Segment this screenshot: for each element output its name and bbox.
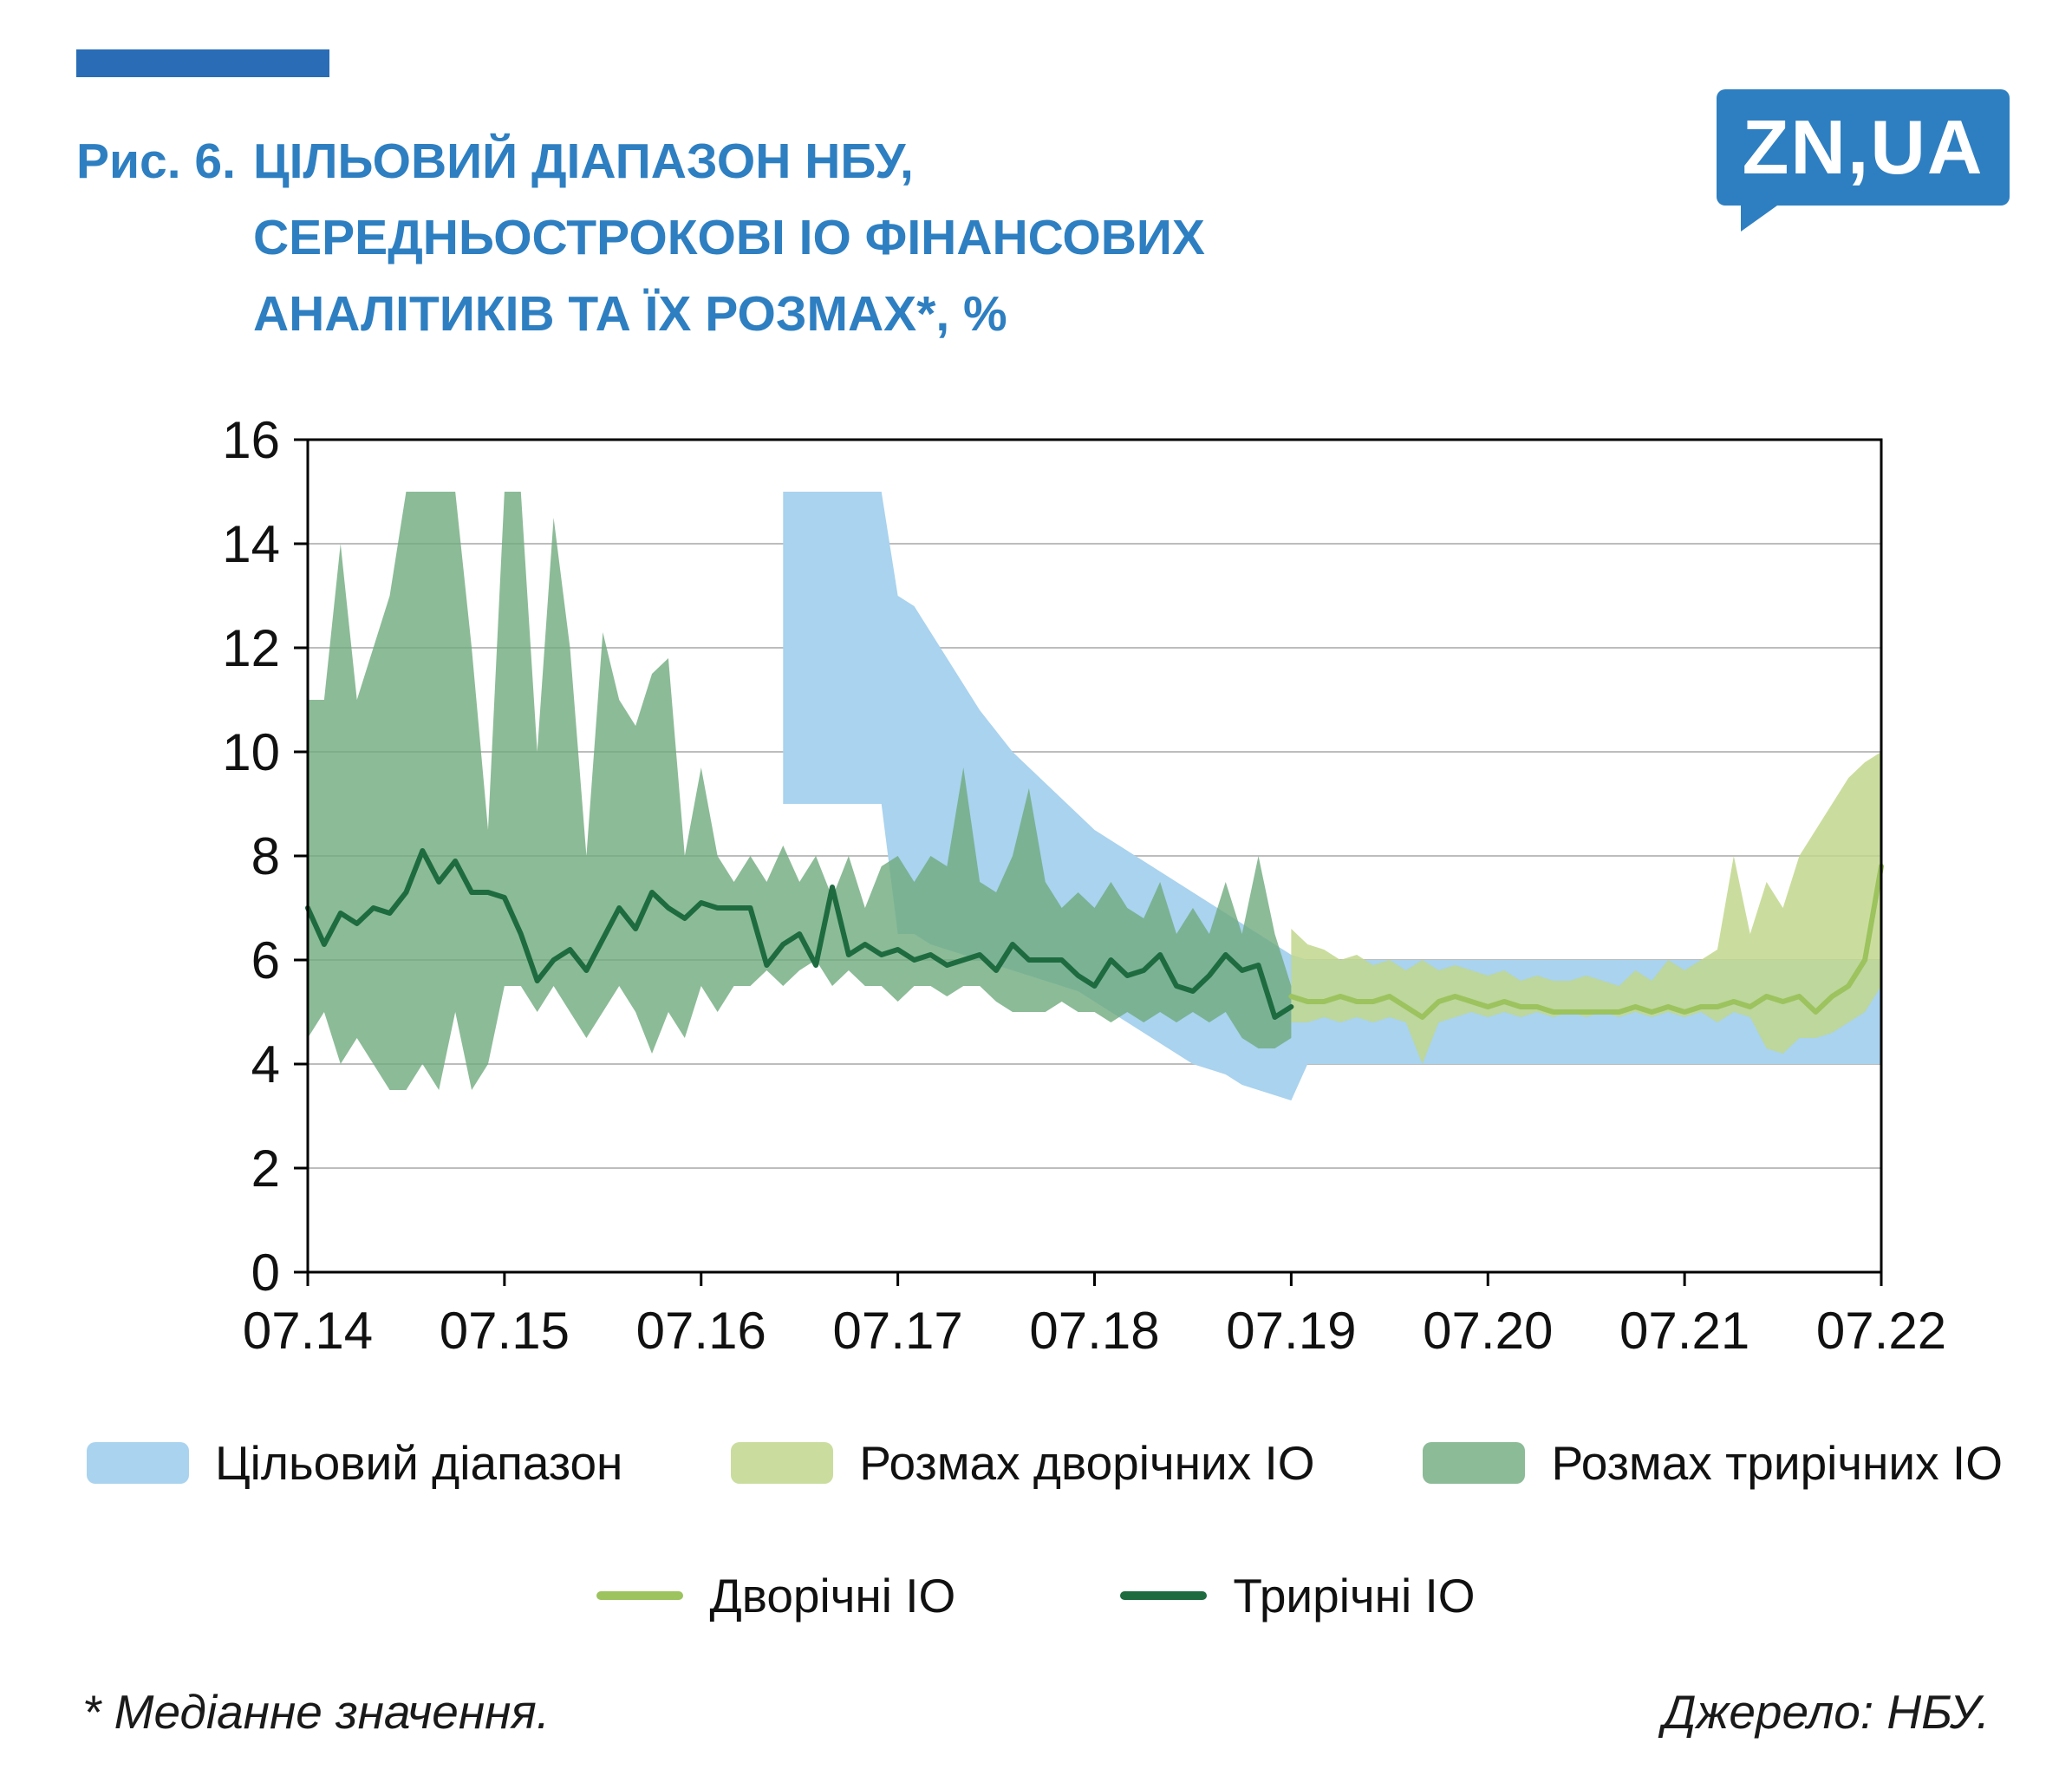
y-tick-label: 0 — [251, 1244, 280, 1302]
target-range-swatch — [87, 1442, 189, 1484]
x-tick-label: 07.17 — [833, 1302, 963, 1360]
chart-svg: 07.14 07.15 07.16 07.17 07.18 07.19 07.20 07.21… — [222, 411, 1946, 1360]
legend-item-two-year-line: Дворічні ІО — [596, 1568, 955, 1623]
two-year-range-band — [1291, 752, 1881, 1064]
three-year-line — [305, 848, 1294, 1020]
x-tick-label: 07.22 — [1816, 1302, 1946, 1360]
three-year-range-swatch — [1423, 1442, 1526, 1484]
x-tick-label: 07.15 — [440, 1302, 570, 1360]
two-year-range-label: Розмах дворічних ІО — [859, 1436, 1315, 1490]
three-year-line-swatch — [1120, 1591, 1208, 1600]
x-tick-label: 07.16 — [636, 1302, 766, 1360]
chart-area: 07.14 07.15 07.16 07.17 07.18 07.19 07.20 07.21… — [195, 401, 2016, 1381]
figure-title-lines: ЦІЛЬОВИЙ ДІАПАЗОН НБУ, СЕРЕДНЬОСТРОКОВІ … — [253, 123, 1205, 352]
x-tick-label: 07.21 — [1619, 1302, 1749, 1360]
y-tick-label: 12 — [222, 619, 280, 677]
two-year-line-swatch — [596, 1591, 684, 1600]
y-tick-label: 2 — [251, 1139, 280, 1198]
x-tick-label: 07.19 — [1226, 1302, 1356, 1360]
legend-item-target-range: Цільовий діапазон — [87, 1435, 622, 1491]
three-year-range-band — [308, 492, 1292, 1090]
y-tick-label: 4 — [251, 1035, 280, 1094]
figure-title-line-3: АНАЛІТИКІВ ТА ЇХ РОЗМАХ*, % — [252, 286, 1007, 342]
footnote-source: Джерело: НБУ. — [1662, 1685, 1990, 1739]
figure-label: Рис. 6. — [76, 134, 236, 189]
y-tick-label: 16 — [222, 411, 280, 469]
x-tick-label: 07.14 — [243, 1302, 373, 1360]
zn-ua-logo-tail — [1741, 206, 1777, 232]
three-year-line-label: Трирічні ІО — [1233, 1569, 1476, 1623]
footnote-median: * Медіанне значення. — [82, 1685, 551, 1739]
legend-lines: Дворічні ІО Трирічні ІО — [0, 1568, 2072, 1623]
legend-item-two-year-range: Розмах дворічних ІО — [731, 1435, 1315, 1491]
footnotes: * Медіанне значення. Джерело: НБУ. — [82, 1684, 1990, 1740]
legend-item-three-year-line: Трирічні ІО — [1120, 1568, 1476, 1623]
two-year-line-label: Дворічні ІО — [709, 1569, 956, 1623]
accent-bar — [76, 49, 329, 77]
figure-title: Рис. 6. ЦІЛЬОВИЙ ДІАПАЗОН НБУ, СЕРЕДНЬОС… — [76, 123, 1205, 352]
x-tick-label: 07.18 — [1029, 1302, 1159, 1360]
x-tick-label: 07.20 — [1423, 1302, 1553, 1360]
three-year-range-label: Розмах трирічних ІО — [1551, 1436, 2003, 1490]
y-tick-label: 6 — [251, 931, 280, 989]
y-tick-label: 10 — [222, 723, 280, 781]
two-year-line — [1288, 864, 1884, 1020]
y-tick-label: 14 — [222, 515, 280, 573]
target-range-label: Цільовий діапазон — [215, 1436, 623, 1490]
zn-ua-logo-text: ZN,UA — [1742, 104, 1984, 190]
legend-bands: Цільовий діапазон Розмах дворічних ІО Ро… — [87, 1435, 2003, 1491]
two-year-range-swatch — [731, 1442, 834, 1484]
y-tick-label: 8 — [251, 827, 280, 885]
figure-title-line-1: ЦІЛЬОВИЙ ДІАПАЗОН НБУ, — [252, 134, 914, 189]
figure-title-line-2: СЕРЕДНЬОСТРОКОВІ ІО ФІНАНСОВИХ — [252, 210, 1205, 265]
legend-item-three-year-range: Розмах трирічних ІО — [1423, 1435, 2003, 1491]
zn-ua-logo: ZN,UA — [1717, 89, 2010, 232]
